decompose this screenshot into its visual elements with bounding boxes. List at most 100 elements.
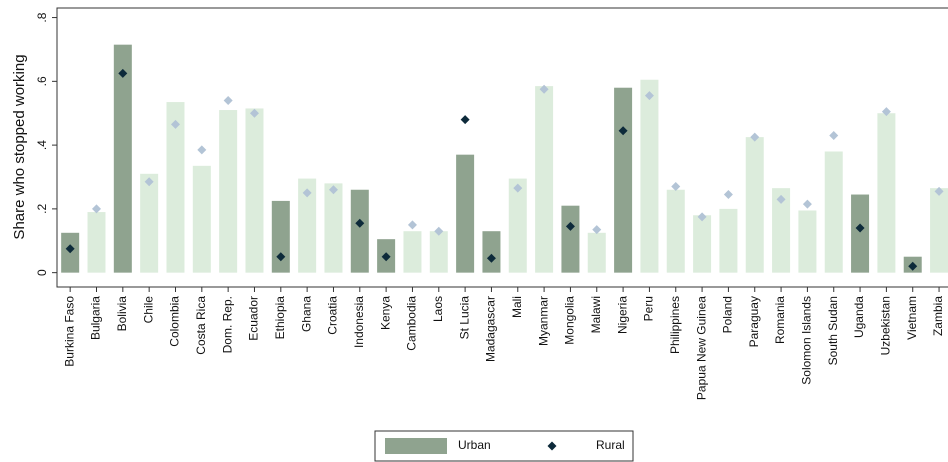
point [197,145,207,155]
point [65,244,75,254]
y-tick-label: .2 [35,204,49,214]
bar [587,232,606,273]
x-tick-label: Philippines [668,296,682,354]
x-tick-label: Indonesia [352,296,366,348]
bar [113,44,132,273]
x-tick-label: Ghana [299,296,313,332]
point [223,95,233,105]
bar [851,194,870,273]
x-tick-label: Nigeria [615,296,629,334]
bar [666,189,685,273]
x-tick-label: St Lucia [457,296,471,340]
legend-label: Rural [596,438,625,452]
plot-group [61,44,948,273]
point [381,252,391,262]
x-tick-label: Mongolia [563,296,577,345]
x-tick-label: Zambia [931,296,945,336]
x-tick-label: Romania [773,296,787,344]
point [144,177,154,187]
y-tick-label: .6 [35,76,49,86]
x-tick-label: Cambodia [405,296,419,351]
bar [482,231,501,273]
bar [219,110,238,273]
point [302,188,312,198]
point [513,183,523,193]
bar [166,102,185,273]
bar [245,108,264,273]
x-tick-label: Bolivia [115,296,129,332]
x-tick-label: Chile [141,296,155,324]
x-tick-label: Laos [431,296,445,322]
x-tick-label: Papua New Guinea [694,296,708,400]
y-tick-label: .4 [35,140,49,150]
x-tick-label: Costa Rica [194,296,208,355]
point [434,226,444,236]
axis-group: 0 .2 .4 .6 .8 Burkina Faso Bulgaria Bolivia Chil… [35,12,945,400]
y-tick-label: .8 [35,12,49,22]
point [697,212,707,222]
bar [350,189,369,273]
bar [772,188,791,273]
bar [798,210,817,273]
x-tick-label: Dom. Rep. [220,296,234,353]
x-tick-label: Myanmar [536,296,550,346]
x-tick-label: Malawi [589,296,603,333]
point [407,220,417,230]
x-tick-label: Uganda [852,296,866,338]
bar [824,151,843,273]
point [802,199,812,209]
x-tick-label: South Sudan [826,296,840,365]
x-tick-label: Ethiopia [273,296,287,340]
x-tick-label: Madagascar [484,296,498,362]
y-axis-title: Share who stopped working [11,54,28,239]
x-tick-label: Colombia [168,296,182,347]
legend-marker [547,441,557,451]
point [881,107,891,117]
legend-swatch [385,438,447,454]
point [750,132,760,142]
bar [614,87,633,273]
bar [429,231,448,273]
bar [719,208,738,273]
point [776,194,786,204]
bar [693,215,712,273]
x-tick-label: Vietnam [905,296,919,340]
bar [745,137,764,273]
bar [508,178,527,273]
point [618,126,628,136]
point [91,204,101,214]
point [170,119,180,129]
bar [140,173,159,273]
bar [87,212,106,273]
point [644,91,654,101]
x-tick-label: Mali [510,296,524,318]
x-tick-label: Peru [642,296,656,321]
x-tick-label: Uzbekistan [879,296,893,355]
x-tick-label: Kenya [378,296,392,330]
bar [298,178,317,273]
point [723,190,733,200]
point [486,253,496,263]
bar [535,86,554,273]
point [328,185,338,195]
point [565,221,575,231]
bar [561,205,580,273]
x-tick-label: Poland [721,296,735,333]
bar [192,165,211,273]
point [118,68,128,78]
bar [640,79,659,273]
bar [877,113,896,273]
point [934,186,944,196]
point [460,115,470,125]
point [908,261,918,271]
point [276,252,286,262]
x-tick-label: Paraguay [747,296,761,347]
bar [403,231,422,273]
point [539,84,549,94]
bar [456,154,475,273]
point [592,225,602,235]
point [249,108,259,118]
point [671,182,681,192]
y-tick-label: 0 [35,269,49,276]
